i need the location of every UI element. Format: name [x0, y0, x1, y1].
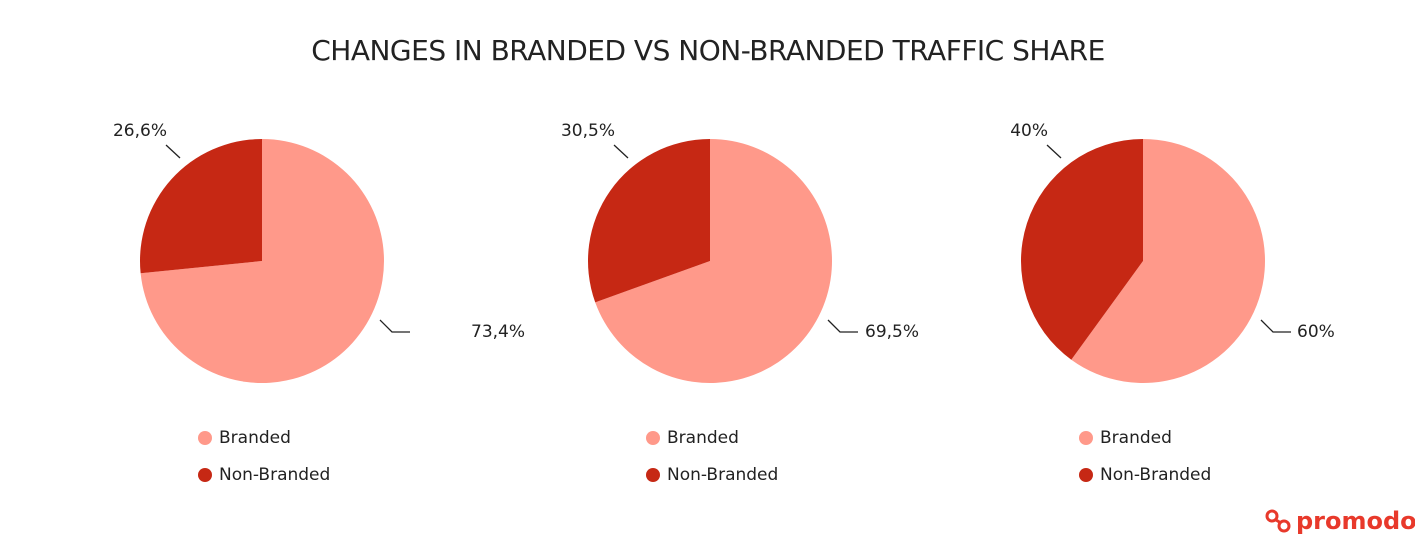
leader-line [379, 319, 410, 333]
pie-slice [140, 139, 262, 274]
pie-slice [595, 139, 832, 383]
legend-label: Non-Branded [667, 465, 778, 485]
logo-icon [1275, 518, 1282, 525]
logo-text: promodo [1296, 507, 1415, 535]
pie-slice [1021, 139, 1143, 360]
legend-label: Non-Branded [219, 465, 330, 485]
legend-marker [646, 431, 660, 445]
data-label: 69,5% [865, 322, 919, 342]
logo: promodo [1265, 507, 1415, 535]
legend-label: Branded [219, 428, 291, 448]
legend-marker [198, 468, 212, 482]
leader-line [613, 144, 629, 159]
logo-icon [1277, 519, 1291, 533]
legend-marker [646, 468, 660, 482]
legend-marker [1079, 468, 1093, 482]
pie-slice [140, 139, 385, 383]
leader-line [1046, 144, 1062, 159]
page-title: CHANGES IN BRANDED VS NON-BRANDED TRAFFI… [311, 34, 1105, 67]
pie-slice [588, 139, 710, 303]
legend-marker [198, 431, 212, 445]
data-label: 73,4% [471, 322, 525, 342]
leader-line [165, 144, 181, 159]
legend-marker [1079, 431, 1093, 445]
data-label: 60% [1297, 322, 1335, 342]
data-label: 26,6% [113, 121, 167, 141]
data-label: 30,5% [561, 121, 615, 141]
legend-label: Non-Branded [1100, 465, 1211, 485]
leader-line [827, 319, 858, 333]
data-label: 40% [1010, 121, 1048, 141]
legend-label: Branded [667, 428, 739, 448]
pie-slice [1071, 139, 1265, 383]
legend-label: Branded [1100, 428, 1172, 448]
leader-line [1260, 319, 1291, 333]
logo-icon [1265, 509, 1279, 523]
